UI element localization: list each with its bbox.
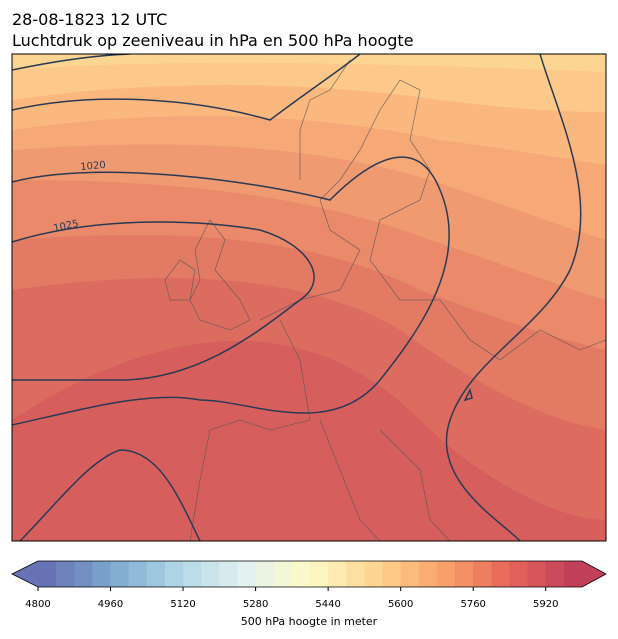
contour-label: 1025 [53, 218, 80, 234]
colorbar-band [183, 561, 202, 587]
colorbar-band [255, 561, 275, 587]
colorbar-band [146, 561, 166, 587]
map-date: 28-08-1823 12 UTC [12, 10, 167, 29]
colorbar-label: 500 hPa hoogte in meter [241, 615, 378, 628]
colorbar-extend [12, 561, 38, 587]
colorbar-band [38, 561, 57, 587]
colorbar-tick-label: 5120 [170, 599, 195, 610]
colorbar-band [346, 561, 365, 587]
colorbar-band [237, 561, 257, 587]
colorbar-tick-label: 5600 [388, 599, 413, 610]
colorbar-band [219, 561, 238, 587]
colorbar-tick-label: 5280 [243, 599, 268, 610]
colorbar: 4800 4960 5120 5280 5440 5600 5760 5920 [11, 560, 607, 610]
map-title: Luchtdruk op zeeniveau in hPa en 500 hPa… [12, 31, 414, 50]
colorbar-band [128, 561, 148, 587]
colorbar-band [328, 561, 347, 587]
colorbar-band [418, 561, 438, 587]
colorbar-band [56, 561, 75, 587]
colorbar-band [164, 561, 184, 587]
colorbar-band [291, 561, 311, 587]
colorbar-frame [11, 560, 607, 588]
colorbar-band [563, 561, 583, 587]
colorbar-tick-label: 5760 [460, 599, 485, 610]
contour-label: 1020 [80, 160, 106, 173]
colorbar-band [273, 561, 293, 587]
colorbar-extend [582, 561, 606, 587]
colorbar-band [455, 561, 474, 587]
colorbar-band [364, 561, 384, 587]
colorbar-tick-label: 5440 [315, 599, 340, 610]
colorbar-band [436, 561, 456, 587]
colorbar-band [310, 561, 329, 587]
map: 1020 1025 [12, 54, 606, 541]
colorbar-band [473, 561, 492, 587]
map-frame [11, 53, 607, 542]
colorbar-band [400, 561, 420, 587]
colorbar-band [527, 561, 547, 587]
colorbar-tick-label: 4800 [25, 599, 50, 610]
colorbar-tick-label: 5920 [533, 599, 558, 610]
colorbar-band [92, 561, 112, 587]
colorbar-band [110, 561, 130, 587]
colorbar-tick-label: 4960 [98, 599, 123, 610]
colorbar-band [545, 561, 565, 587]
colorbar-band [382, 561, 402, 587]
colorbar-band [74, 561, 93, 587]
colorbar-band [201, 561, 220, 587]
colorbar-band [509, 561, 529, 587]
colorbar-band [491, 561, 510, 587]
